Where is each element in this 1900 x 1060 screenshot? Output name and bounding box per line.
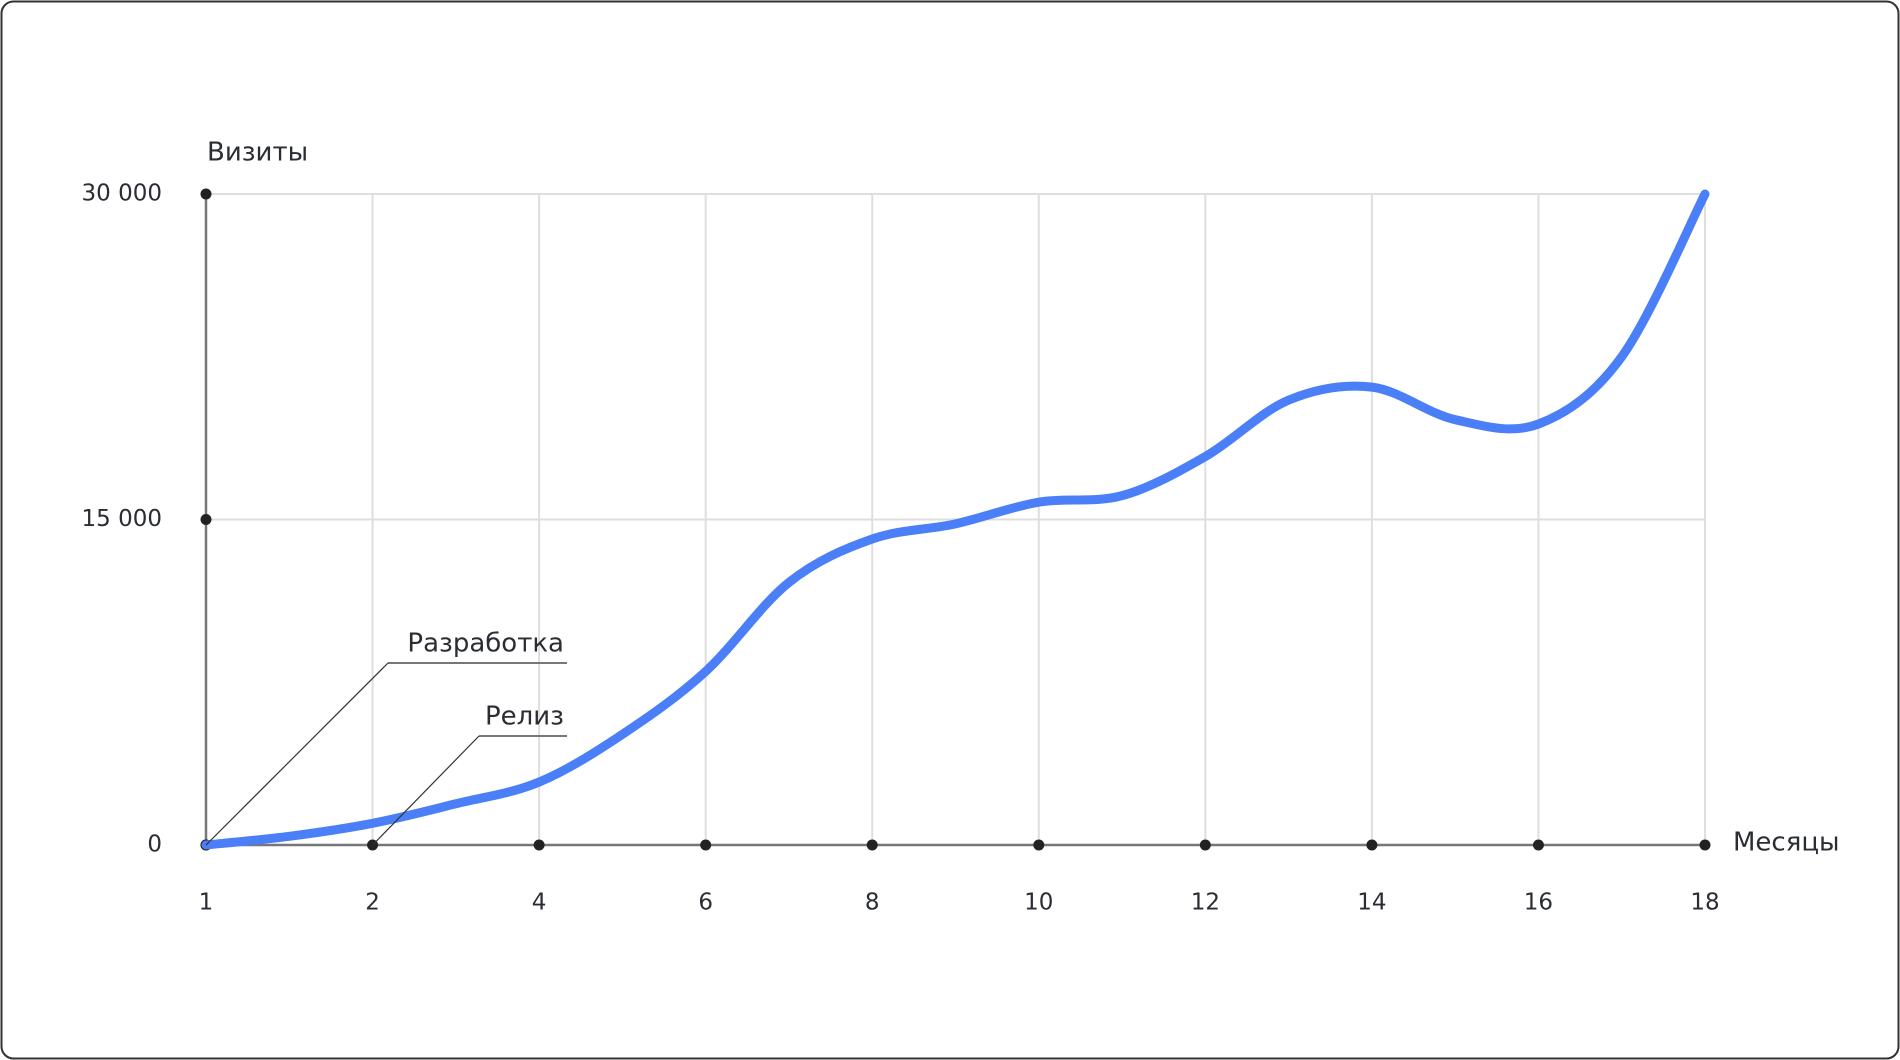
annotation-leader xyxy=(205,662,389,846)
y-tick-dot xyxy=(200,188,212,200)
y-tick-label: 30 000 xyxy=(82,181,162,207)
y-tick-dot xyxy=(200,514,212,525)
x-tick-dot xyxy=(866,839,878,851)
x-tick-dot xyxy=(1699,839,1711,851)
x-tick-label: 10 xyxy=(1024,890,1053,916)
x-tick-label: 14 xyxy=(1357,890,1386,916)
y-tick-label: 15 000 xyxy=(82,506,162,532)
x-tick-label: 4 xyxy=(532,890,547,916)
x-tick-dot xyxy=(533,839,545,851)
y-tick-label: 0 xyxy=(147,832,162,858)
x-tick-dot xyxy=(1033,839,1045,851)
x-tick-dot xyxy=(1532,839,1544,851)
annotation-label: Релиз xyxy=(485,702,564,732)
annotation-leader xyxy=(372,735,480,846)
x-tick-label: 16 xyxy=(1524,890,1553,916)
y-axis-label: Визиты xyxy=(207,138,308,168)
data-line xyxy=(201,189,1710,850)
x-tick-label: 6 xyxy=(698,890,713,916)
x-tick-label: 2 xyxy=(365,890,380,916)
x-tick-dot xyxy=(1199,839,1211,851)
x-tick-label: 8 xyxy=(865,890,880,916)
annotation-label: Разработка xyxy=(407,629,564,659)
x-tick-label: 1 xyxy=(199,890,214,916)
x-axis-label: Месяцы xyxy=(1733,828,1840,858)
x-tick-dot xyxy=(1366,839,1378,851)
x-tick-dot xyxy=(700,839,712,851)
x-tick-label: 12 xyxy=(1191,890,1220,916)
x-tick-label: 18 xyxy=(1690,890,1719,916)
